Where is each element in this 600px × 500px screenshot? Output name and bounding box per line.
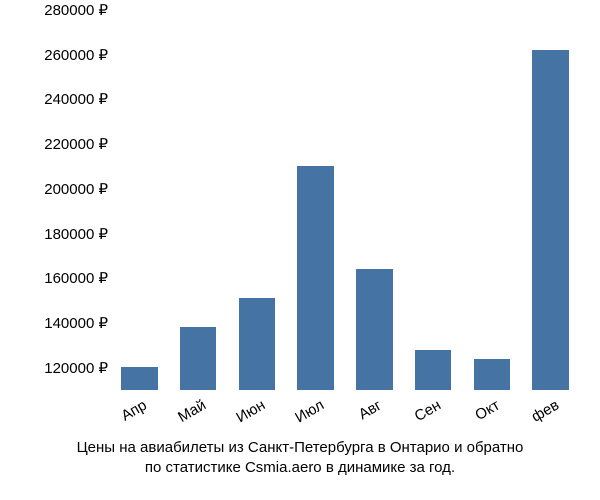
y-tick-label: 180000 ₽ xyxy=(44,225,108,243)
bar xyxy=(474,359,510,390)
x-tick-label: Сен xyxy=(412,397,444,425)
bar xyxy=(532,50,568,390)
y-tick-label: 160000 ₽ xyxy=(44,269,108,287)
bar xyxy=(180,327,216,390)
x-tick-label: Окт xyxy=(472,397,502,424)
bar xyxy=(121,367,157,390)
x-tick-label: фев xyxy=(528,397,561,426)
chart-caption: Цены на авиабилеты из Санкт-Петербурга в… xyxy=(0,438,600,479)
y-tick-label: 140000 ₽ xyxy=(44,314,108,332)
price-chart: 120000 ₽ 140000 ₽ 160000 ₽ 180000 ₽ 200000 ₽… xyxy=(0,0,600,500)
bar xyxy=(239,298,275,390)
y-tick-label: 220000 ₽ xyxy=(44,135,108,153)
x-axis: Апр Май Июн Июл Авг Сен Октфев xyxy=(110,392,580,432)
bar xyxy=(297,166,333,390)
x-tick-label: Июл xyxy=(292,396,327,426)
caption-line-2: по статистике Csmia.aero в динамике за г… xyxy=(0,458,600,478)
bar xyxy=(356,269,392,390)
x-tick-label: Апр xyxy=(119,397,150,425)
y-tick-label: 260000 ₽ xyxy=(44,46,108,64)
bars-layer xyxy=(110,10,580,390)
x-tick-label: Май xyxy=(175,397,209,426)
x-tick-label: Авг xyxy=(356,397,385,423)
caption-line-1: Цены на авиабилеты из Санкт-Петербурга в… xyxy=(0,438,600,458)
bar xyxy=(415,350,451,390)
y-tick-label: 280000 ₽ xyxy=(44,1,108,19)
y-tick-label: 120000 ₽ xyxy=(44,359,108,377)
x-tick-label: Июн xyxy=(233,396,268,426)
plot-area xyxy=(110,10,580,390)
y-tick-label: 200000 ₽ xyxy=(44,180,108,198)
y-axis: 120000 ₽ 140000 ₽ 160000 ₽ 180000 ₽ 200000 ₽… xyxy=(0,10,108,390)
y-tick-label: 240000 ₽ xyxy=(44,90,108,108)
